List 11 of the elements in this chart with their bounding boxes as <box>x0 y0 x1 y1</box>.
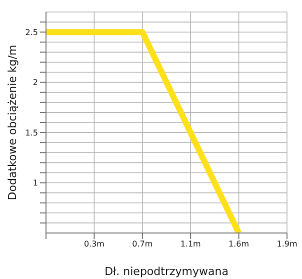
x-axis-title: Dł. niepodtrzymywana <box>104 265 228 278</box>
y-axis-title: Dodatkowe obciążenie kg/m <box>6 44 19 200</box>
y-tick-label: 1 <box>32 178 38 188</box>
y-tick-label: 2.5 <box>25 28 38 37</box>
y-tick-label: 1.5 <box>25 128 38 138</box>
x-tick-label: 0.3m <box>84 240 105 249</box>
x-tick-label: 1.6m <box>228 240 250 249</box>
x-tick-label: 1.1m <box>180 240 202 249</box>
x-tick-label: 1.9m <box>276 240 298 249</box>
y-tick-label: 2 <box>32 78 38 88</box>
x-tick-label: 0.7m <box>132 240 153 249</box>
